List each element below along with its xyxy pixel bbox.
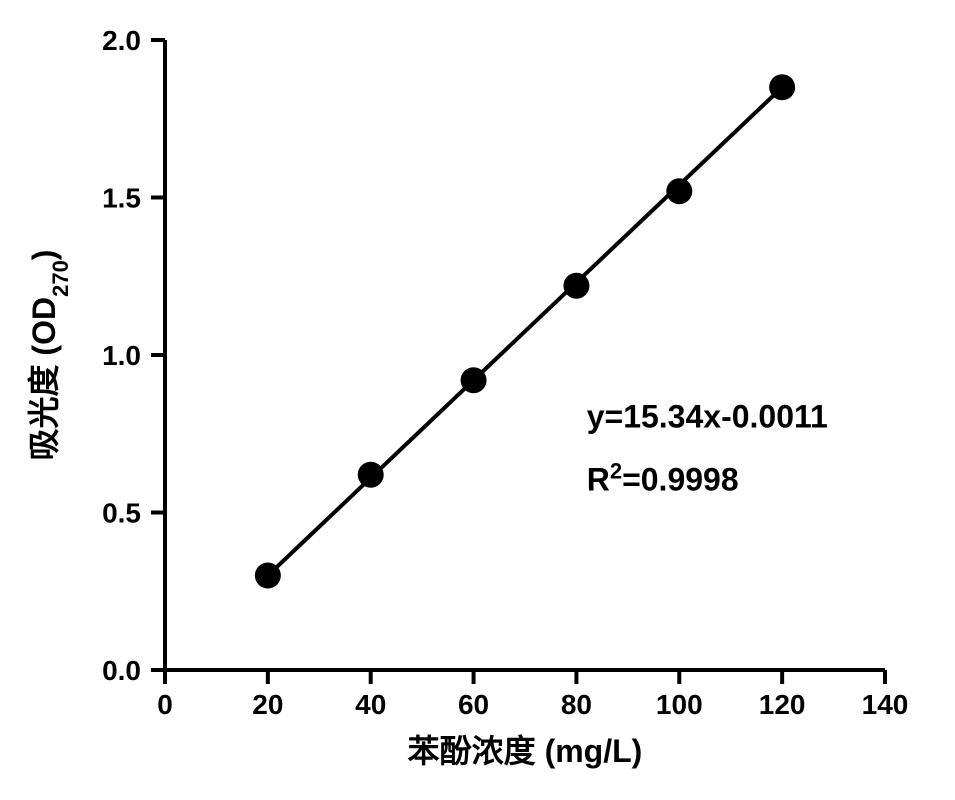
data-point (769, 74, 795, 100)
scatter-chart: 0 20 40 60 80 100 120 140 0.0 0.5 1.0 1.5 2.0 苯酚浓度 (m… (0, 0, 955, 800)
x-tick-label: 40 (355, 689, 386, 720)
data-point (666, 178, 692, 204)
chart-container: 0 20 40 60 80 100 120 140 0.0 0.5 1.0 1.5 2.0 苯酚浓度 (m… (0, 0, 955, 800)
x-tick-label: 60 (458, 689, 489, 720)
y-tick-label: 0.5 (102, 498, 141, 529)
x-tick-label: 80 (561, 689, 592, 720)
equation-annotation: y=15.34x-0.0011 (587, 398, 828, 434)
x-tick-label: 120 (759, 689, 806, 720)
x-tick-label: 100 (656, 689, 703, 720)
y-axis-label: 吸光度 (OD270) (26, 250, 73, 461)
data-point (358, 462, 384, 488)
r-squared-annotation: R2=0.9998 (587, 458, 739, 498)
y-tick-label: 2.0 (102, 25, 141, 56)
y-tick-label: 1.0 (102, 340, 141, 371)
y-tick-label: 1.5 (102, 183, 141, 214)
x-tick-label: 140 (862, 689, 909, 720)
data-point (563, 273, 589, 299)
regression-line (268, 87, 782, 575)
x-tick-label: 20 (252, 689, 283, 720)
y-tick-label: 0.0 (102, 655, 141, 686)
x-axis-label: 苯酚浓度 (mg/L) (408, 733, 643, 769)
data-point (255, 563, 281, 589)
x-tick-label: 0 (157, 689, 173, 720)
data-point (461, 367, 487, 393)
